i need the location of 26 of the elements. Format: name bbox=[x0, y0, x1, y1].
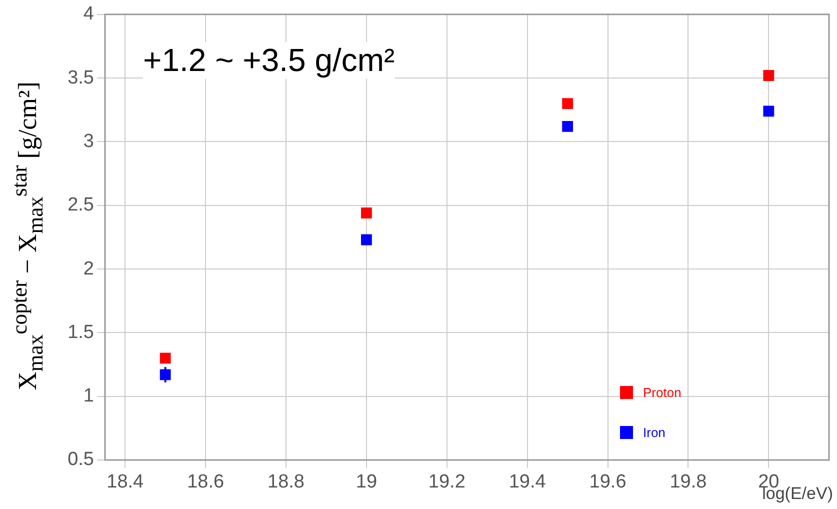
x-tick-label: 18.8 bbox=[268, 472, 304, 493]
y-tick-label: 4 bbox=[83, 4, 94, 25]
point bbox=[763, 106, 774, 117]
x-tick-label: 19.6 bbox=[589, 472, 626, 493]
point bbox=[360, 208, 372, 218]
x-tick-label: 18.6 bbox=[187, 472, 224, 493]
y-tick-label: 1.5 bbox=[68, 322, 94, 343]
legend-label: Iron bbox=[643, 424, 666, 440]
legend-label: Proton bbox=[643, 384, 682, 400]
y-tick-label: 0.5 bbox=[68, 449, 94, 470]
x-tick-label: 19.8 bbox=[670, 472, 707, 493]
y-tick-label: 3.5 bbox=[68, 67, 94, 88]
point bbox=[360, 234, 372, 246]
x-tick-label: 19 bbox=[356, 472, 378, 493]
point bbox=[160, 352, 171, 364]
point bbox=[562, 98, 574, 109]
y-tick-label: 1 bbox=[83, 386, 94, 407]
y-tick-label: 2.5 bbox=[68, 194, 94, 216]
x-tick-label: 19.4 bbox=[508, 472, 546, 493]
x-tick-label: 19.2 bbox=[428, 472, 466, 493]
y-tick-label: 2 bbox=[83, 258, 94, 280]
y-tick-label: 3 bbox=[83, 130, 94, 152]
annotation: +1.2 ~ +3.5 g/cm² bbox=[143, 42, 395, 79]
x-tick-label: 18.4 bbox=[106, 472, 144, 493]
point bbox=[562, 120, 574, 132]
point bbox=[763, 70, 774, 81]
